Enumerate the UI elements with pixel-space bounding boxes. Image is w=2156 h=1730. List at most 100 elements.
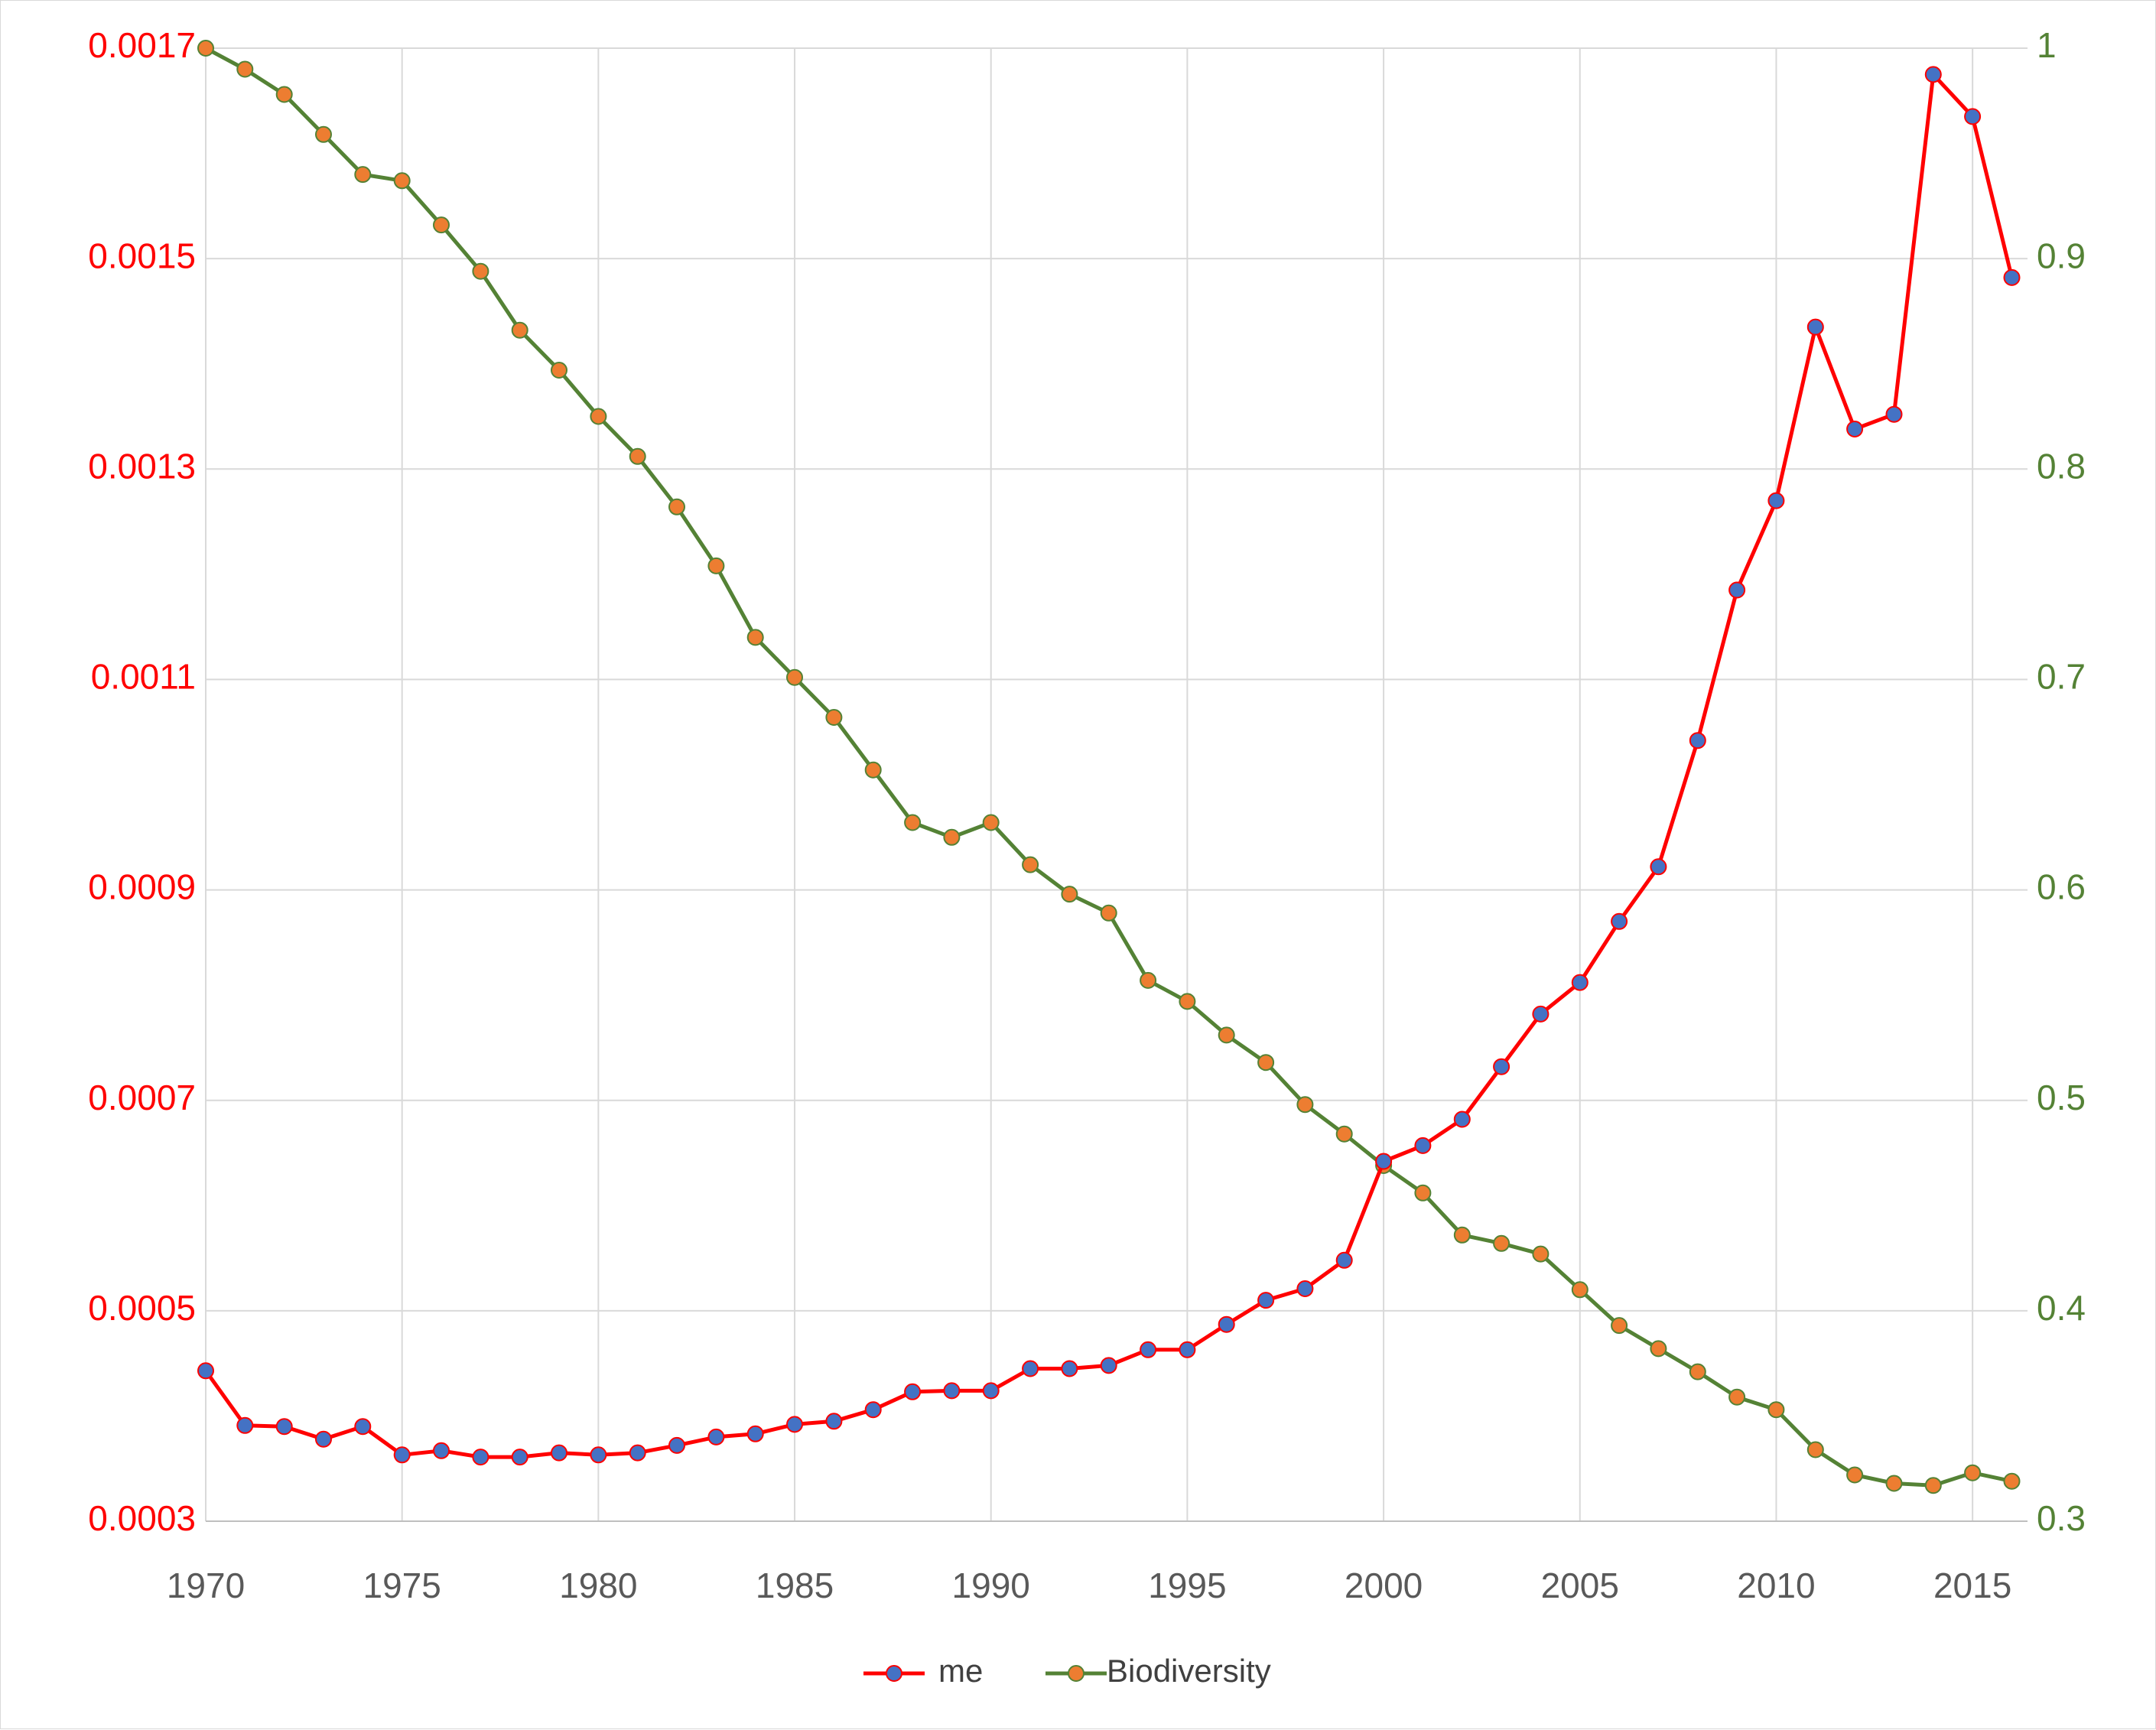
data-point-biodiversity — [1728, 1388, 1746, 1406]
y-left-tick-label: 0.0005 — [88, 1288, 196, 1328]
data-point-me — [1453, 1111, 1471, 1128]
data-point-me — [1964, 108, 1982, 125]
data-point-biodiversity — [864, 761, 882, 779]
data-point-me — [275, 1418, 293, 1436]
y-left-tick-label: 0.0015 — [88, 236, 196, 275]
data-point-me — [551, 1444, 567, 1462]
legend: me Biodiversity — [863, 1653, 1271, 1689]
series-line-biodiversity — [204, 46, 2013, 1488]
data-point-me — [825, 1413, 843, 1430]
data-point-me — [197, 1362, 214, 1380]
data-point-biodiversity — [511, 321, 528, 339]
legend-biodiversity-label: Biodiversity — [1107, 1653, 1271, 1689]
y-left-tick-label: 0.0009 — [88, 867, 196, 907]
data-point-biodiversity — [1964, 1464, 1982, 1481]
x-tick-label: 2010 — [1737, 1566, 1815, 1605]
data-point-biodiversity — [2003, 1472, 2021, 1490]
data-point-biodiversity — [1650, 1340, 1667, 1358]
data-point-biodiversity — [275, 86, 293, 103]
y-right-tick-label: 0.7 — [2037, 657, 2086, 697]
y-left-tick-label: 0.0007 — [88, 1078, 196, 1117]
data-point-biodiversity — [982, 814, 1000, 831]
legend-me-label: me — [938, 1653, 983, 1689]
data-point-me — [433, 1442, 450, 1459]
data-point-biodiversity — [1846, 1466, 1864, 1484]
y-left-tick-label: 0.0017 — [88, 25, 196, 65]
data-point-me — [1532, 1005, 1550, 1023]
data-point-me — [1611, 912, 1628, 930]
data-point-me — [864, 1401, 882, 1419]
x-tick-label: 1985 — [756, 1566, 834, 1605]
data-point-me — [1140, 1341, 1157, 1358]
data-point-biodiversity — [786, 668, 803, 686]
data-point-me — [943, 1382, 961, 1400]
data-point-biodiversity — [1493, 1234, 1511, 1252]
data-point-biodiversity — [354, 166, 372, 184]
data-point-me — [982, 1382, 1000, 1400]
y-left-tick-label: 0.0013 — [88, 446, 196, 486]
data-point-me — [746, 1425, 764, 1442]
data-point-biodiversity — [1022, 856, 1039, 873]
data-point-me — [590, 1446, 607, 1464]
data-point-biodiversity — [1335, 1125, 1353, 1143]
data-point-me — [236, 1416, 254, 1434]
data-point-me — [707, 1428, 725, 1445]
data-point-biodiversity — [1414, 1184, 1432, 1202]
data-point-me — [472, 1449, 489, 1466]
data-point-biodiversity — [393, 172, 411, 190]
data-point-biodiversity — [1767, 1401, 1785, 1419]
data-point-me — [786, 1416, 803, 1433]
data-point-biodiversity — [1140, 971, 1157, 989]
data-point-me — [1885, 405, 1903, 423]
data-point-me — [1493, 1058, 1511, 1075]
data-point-me — [1022, 1360, 1039, 1377]
data-point-me — [1767, 492, 1785, 509]
data-point-biodiversity — [590, 408, 607, 425]
data-point-me — [1257, 1292, 1275, 1309]
data-point-biodiversity — [1061, 886, 1078, 903]
data-point-biodiversity — [1885, 1475, 1903, 1492]
x-tick-label: 2000 — [1345, 1566, 1423, 1605]
data-point-me — [629, 1444, 646, 1462]
data-point-biodiversity — [1100, 904, 1117, 922]
data-point-biodiversity — [1532, 1245, 1550, 1263]
data-point-biodiversity — [472, 262, 489, 280]
data-point-me — [1061, 1360, 1078, 1377]
x-tick-label: 1995 — [1148, 1566, 1226, 1605]
data-point-me — [1571, 974, 1589, 991]
data-point-me — [1689, 732, 1706, 750]
data-point-me — [1375, 1153, 1393, 1170]
data-point-biodiversity — [1689, 1363, 1706, 1380]
x-tick-label: 2015 — [1933, 1566, 2011, 1605]
data-point-biodiversity — [746, 629, 764, 646]
data-point-me — [1179, 1341, 1196, 1358]
data-point-me — [354, 1418, 372, 1436]
x-tick-label: 1970 — [167, 1566, 245, 1605]
grid-layer — [205, 47, 2028, 1522]
data-point-biodiversity — [1806, 1441, 1824, 1458]
data-point-me — [1414, 1137, 1432, 1154]
data-point-biodiversity — [943, 828, 961, 846]
series-layer — [197, 40, 2021, 1494]
data-point-biodiversity — [197, 40, 214, 57]
data-point-me — [1846, 421, 1864, 437]
data-point-biodiversity — [551, 362, 567, 379]
data-point-me — [904, 1383, 922, 1400]
data-point-me — [1806, 318, 1824, 336]
legend-biodiversity-marker — [1068, 1665, 1085, 1682]
data-point-me — [1296, 1280, 1314, 1297]
data-point-biodiversity — [1453, 1226, 1471, 1244]
x-tick-label: 1990 — [952, 1566, 1030, 1605]
legend-me-marker — [886, 1665, 902, 1682]
data-point-me — [1728, 581, 1746, 599]
data-point-me — [511, 1449, 528, 1466]
x-tick-label: 2005 — [1541, 1566, 1619, 1605]
data-point-me — [1218, 1315, 1235, 1333]
y-right-tick-label: 0.5 — [2037, 1078, 2086, 1117]
data-point-me — [393, 1446, 411, 1464]
data-point-biodiversity — [1571, 1281, 1589, 1299]
y-left-tick-label: 0.0011 — [91, 657, 196, 697]
data-point-biodiversity — [1179, 993, 1196, 1010]
data-point-biodiversity — [1257, 1054, 1275, 1071]
